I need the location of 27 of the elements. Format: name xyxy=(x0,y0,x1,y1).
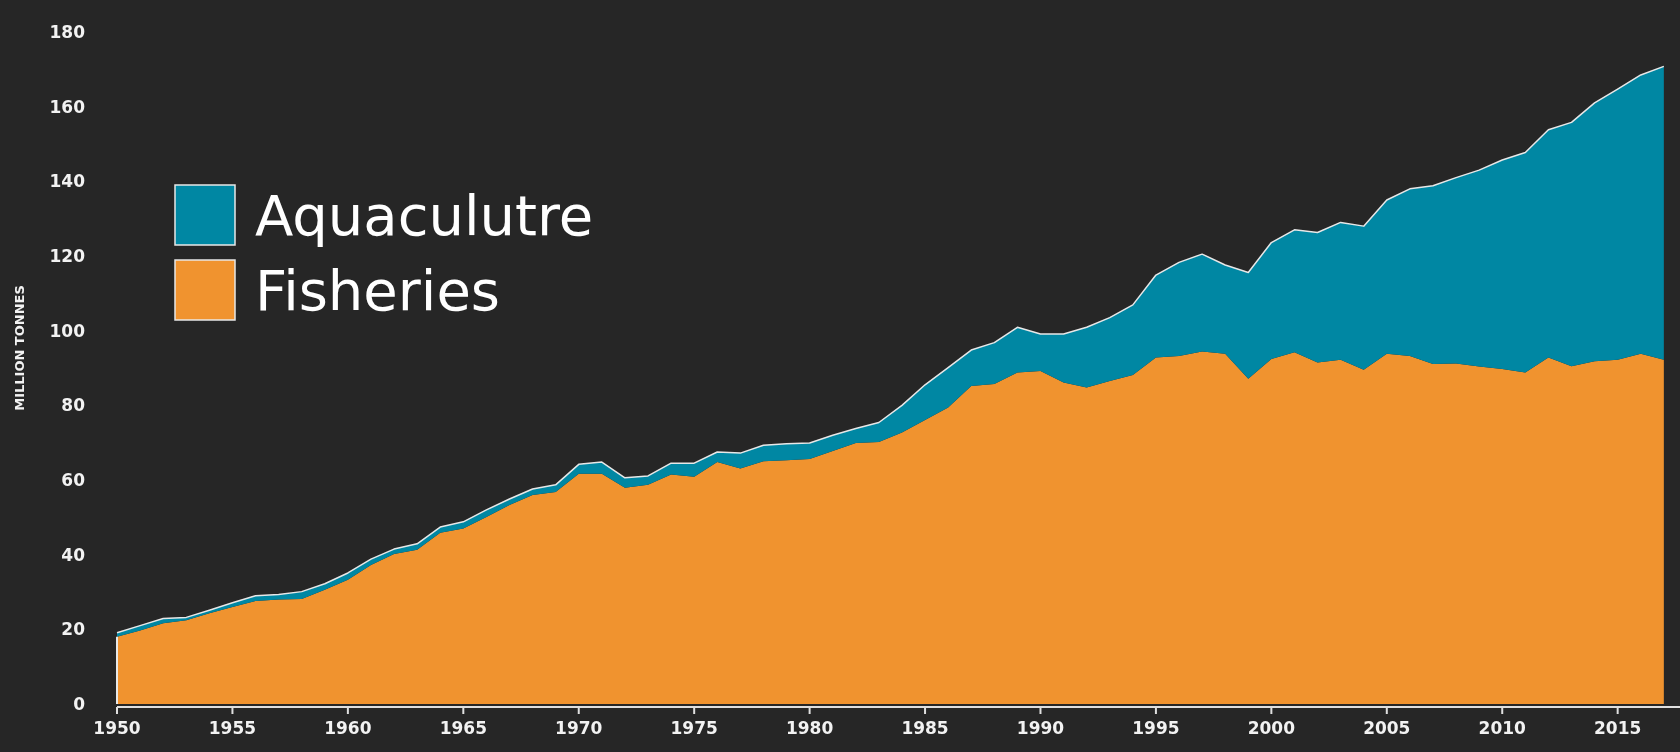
y-tick-label: 60 xyxy=(61,469,86,490)
x-tick-label: 1975 xyxy=(670,718,718,738)
x-tick-label: 1950 xyxy=(93,718,141,738)
x-tick-label: 1955 xyxy=(208,718,257,738)
x-tick-label: 1985 xyxy=(901,718,949,738)
y-tick-label: 160 xyxy=(49,96,86,117)
x-tick-label: 1980 xyxy=(785,718,834,738)
y-axis-title: MILLION TONNES xyxy=(12,285,27,411)
y-tick-label: 80 xyxy=(61,395,86,416)
x-tick-label: 1990 xyxy=(1016,718,1065,738)
y-tick-label: 100 xyxy=(49,320,86,341)
x-tick-label: 2010 xyxy=(1478,718,1527,738)
x-tick-label: 1970 xyxy=(555,718,603,738)
legend-label: Fisheries xyxy=(255,257,501,323)
y-tick-label: 120 xyxy=(49,245,86,266)
y-tick-label: 40 xyxy=(61,544,86,565)
y-tick-label: 140 xyxy=(49,171,86,192)
x-tick-label: 2015 xyxy=(1594,718,1642,738)
x-tick-label: 1995 xyxy=(1132,718,1180,738)
x-tick-label: 1960 xyxy=(324,718,372,738)
x-tick-label: 2000 xyxy=(1247,718,1296,738)
y-tick-label: 180 xyxy=(49,21,86,42)
y-tick-label: 20 xyxy=(61,619,86,640)
legend-label: Aquaculutre xyxy=(255,182,594,248)
x-tick-label: 2005 xyxy=(1363,718,1411,738)
x-tick-label: 1965 xyxy=(439,718,487,738)
y-tick-label: 0 xyxy=(73,693,86,714)
